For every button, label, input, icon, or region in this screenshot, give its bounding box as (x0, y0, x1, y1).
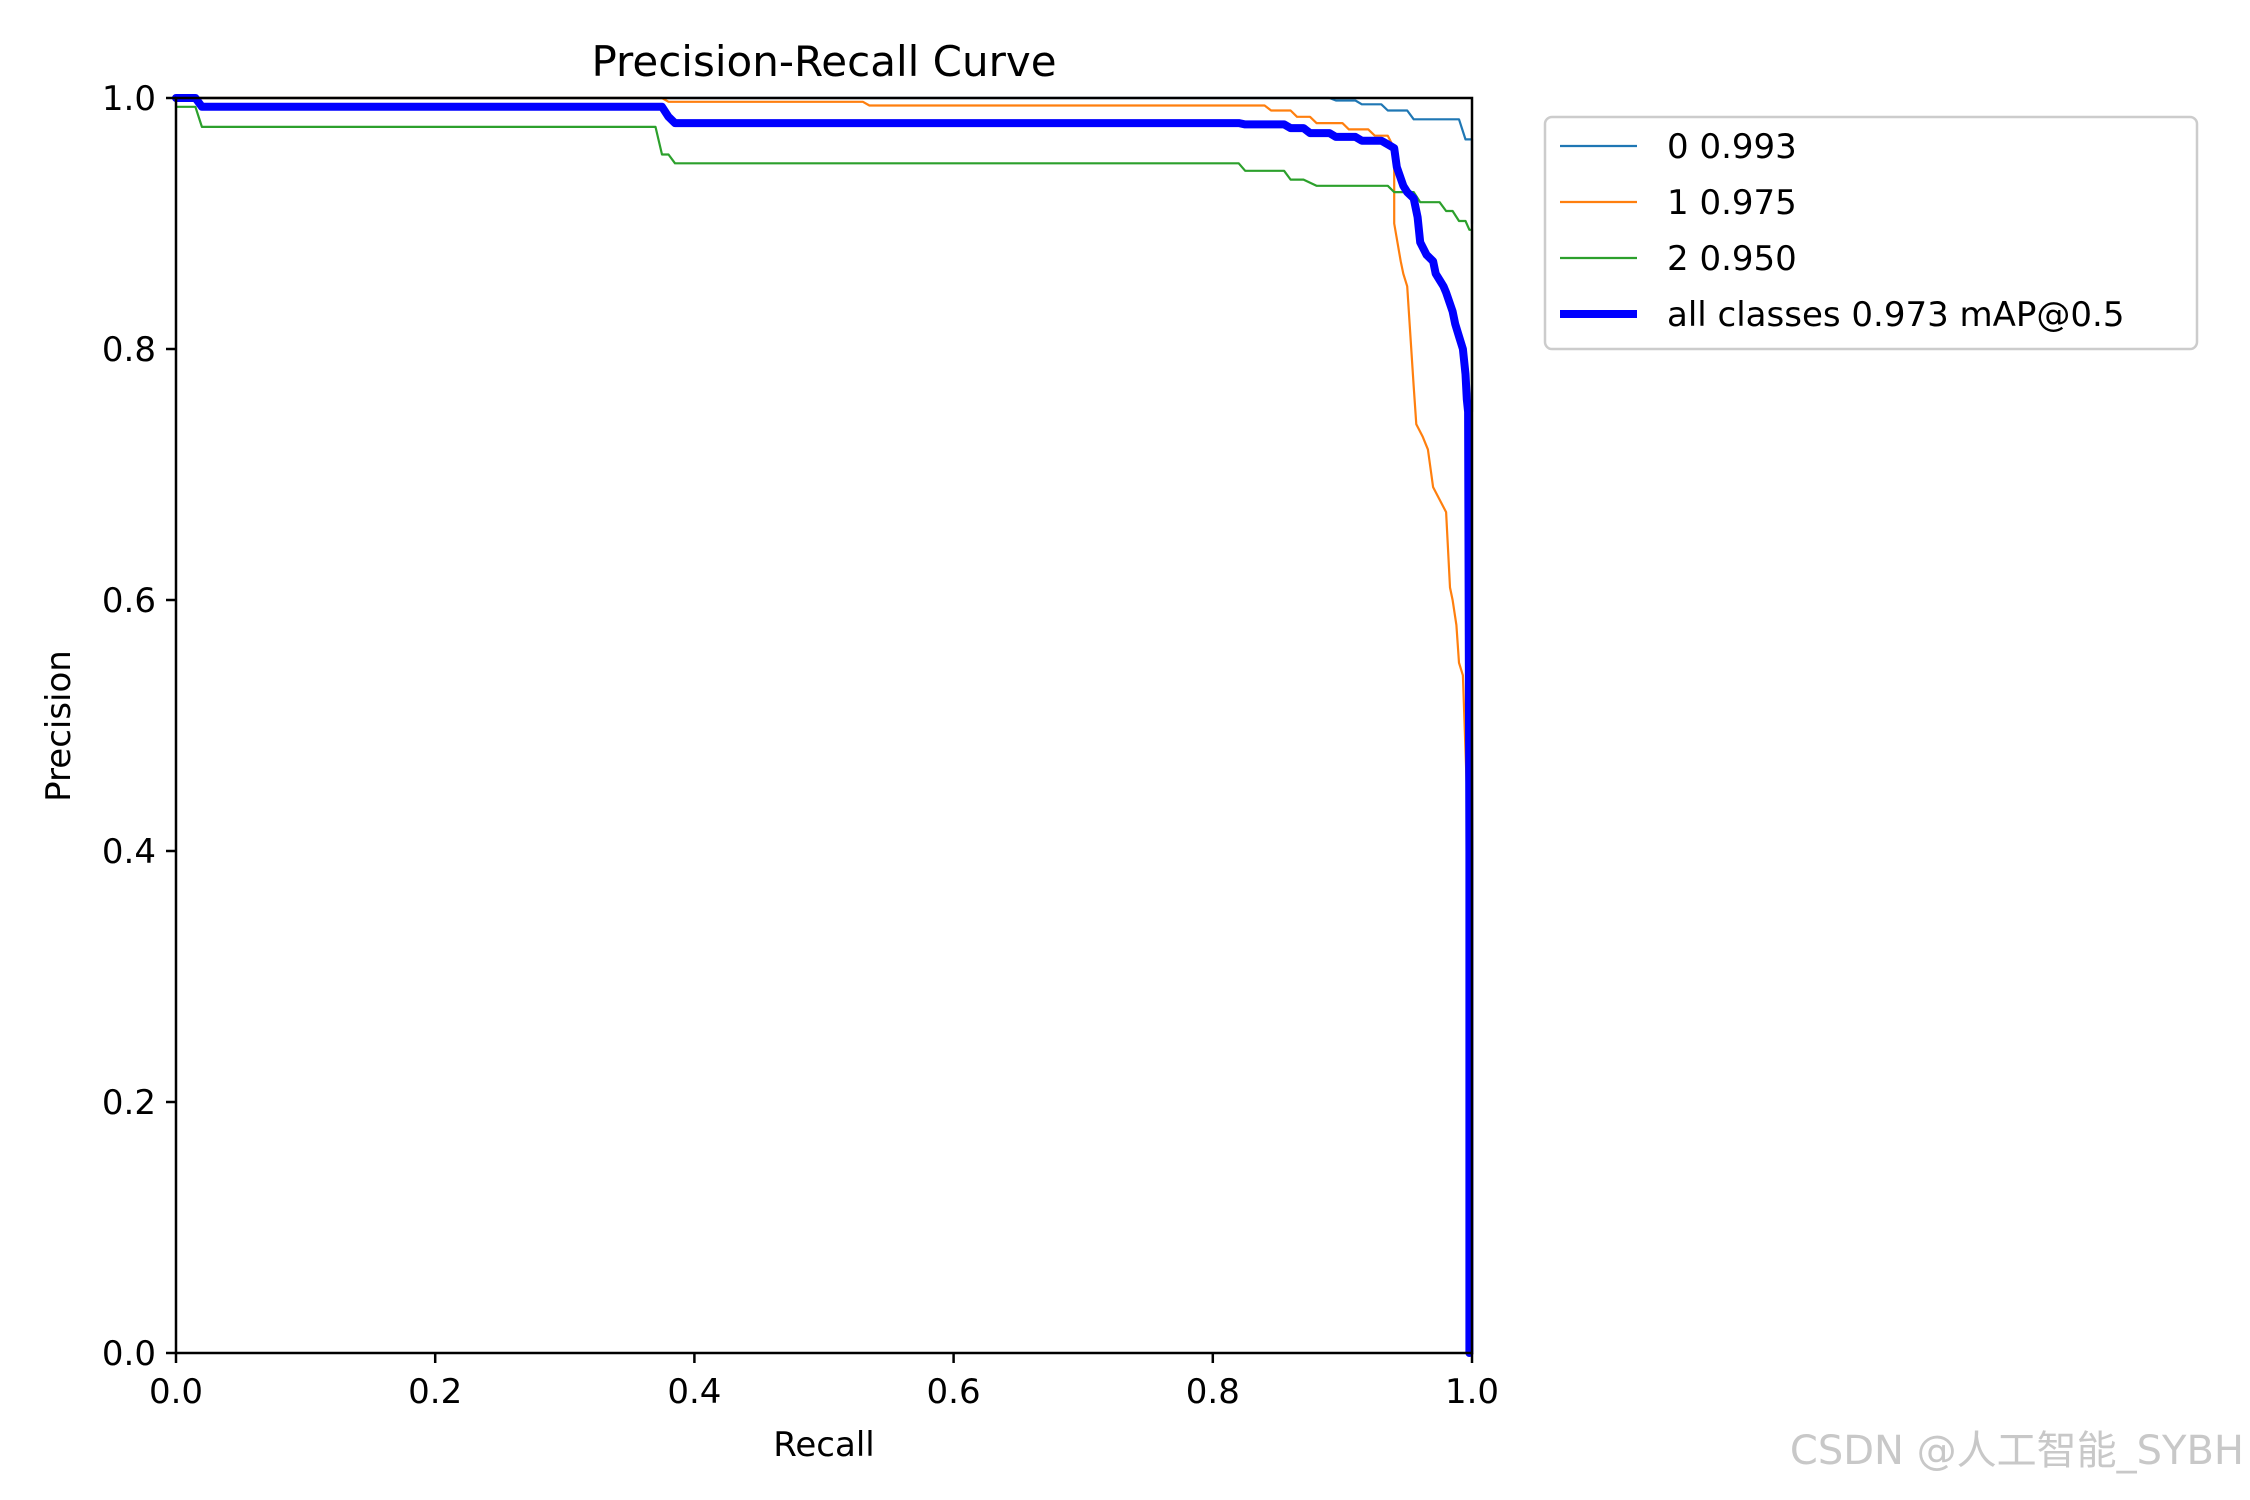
series-line-2 (174, 105, 1474, 413)
legend-label-0: 0 0.993 (1667, 127, 1797, 167)
y-axis-label: Precision (39, 650, 79, 802)
x-tick-label: 0.2 (408, 1372, 462, 1412)
y-tick-label: 0.8 (102, 330, 156, 370)
y-tick-label: 1.0 (102, 79, 156, 119)
watermark: CSDN @人工智能_SYBH (1789, 1428, 2244, 1474)
plot-frame (174, 96, 1474, 1355)
y-axis-ticks: 0.0 0.2 0.4 0.6 0.8 1.0 (102, 79, 176, 1374)
y-tick-label: 0.6 (102, 581, 156, 621)
x-tick-label: 0.0 (149, 1372, 203, 1412)
legend-label-2: 2 0.950 (1667, 239, 1797, 279)
x-tick-label: 0.4 (667, 1372, 721, 1412)
series-line-1 (174, 96, 1468, 802)
y-tick-label: 0.0 (102, 1334, 156, 1374)
legend-label-3: all classes 0.973 mAP@0.5 (1667, 295, 2124, 335)
x-axis-label: Recall (773, 1425, 874, 1465)
y-tick-label: 0.4 (102, 832, 156, 872)
chart-title: Precision-Recall Curve (591, 37, 1056, 86)
y-tick-label: 0.2 (102, 1083, 156, 1123)
series-layer (172, 94, 1474, 1357)
x-tick-label: 1.0 (1445, 1372, 1499, 1412)
x-tick-label: 0.8 (1186, 1372, 1240, 1412)
x-tick-label: 0.6 (927, 1372, 981, 1412)
series-line-0 (174, 96, 1474, 225)
legend-box (1543, 115, 2199, 351)
legend-label-1: 1 0.975 (1667, 183, 1797, 223)
x-axis-ticks: 0.0 0.2 0.4 0.6 0.8 1.0 (149, 1353, 1499, 1412)
legend: 0 0.993 1 0.975 2 0.950 all classes 0.973 m… (1543, 115, 2199, 351)
series-line-3 (172, 94, 1474, 1357)
